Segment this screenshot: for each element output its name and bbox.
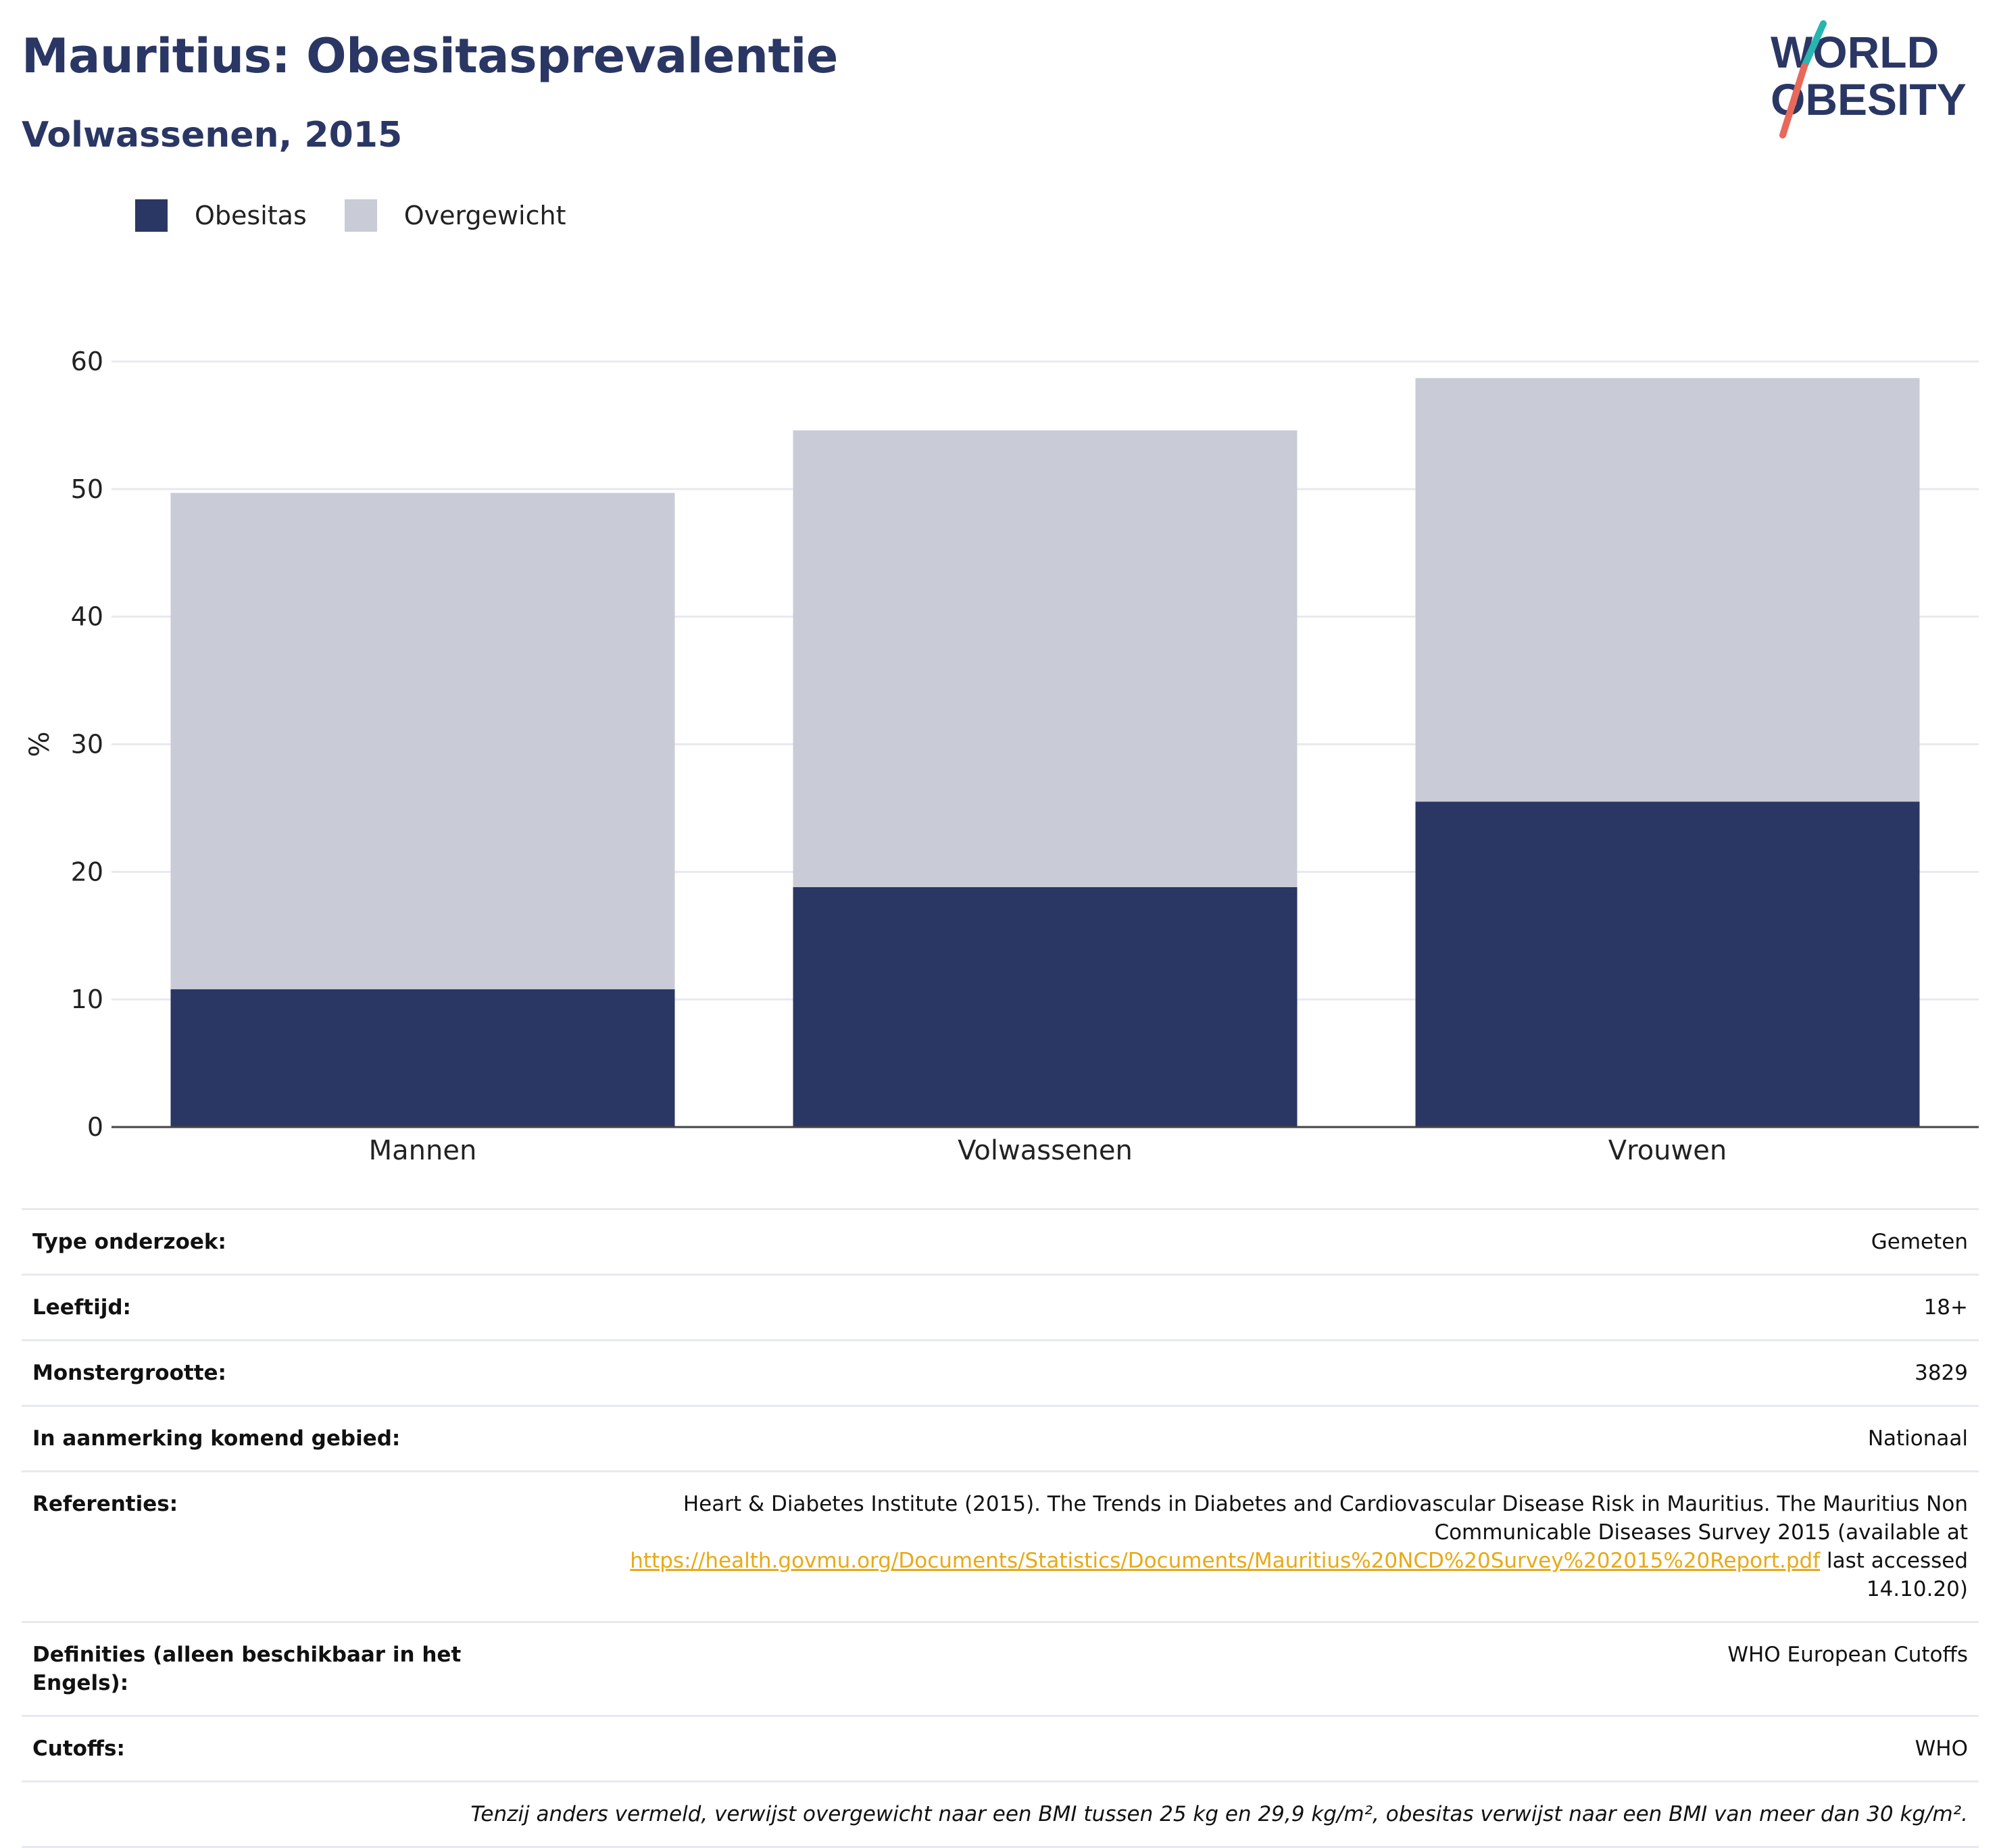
chart-subtitle: Volwassenen, 2015 <box>22 115 403 155</box>
meta-row-area: In aanmerking komend gebied: Nationaal <box>22 1405 1979 1470</box>
stacked-bar-chart: 0 10 20 30 40 50 60% Mannen Volwassenen Vrouwen <box>24 347 1979 1166</box>
meta-key: Type onderzoek: <box>32 1230 226 1254</box>
y-tick-label: 10 <box>71 984 103 1014</box>
legend-item-overweight: Overgewicht <box>344 199 566 232</box>
legend-swatch-obesity <box>135 199 168 232</box>
meta-value: WHO <box>1915 1737 1968 1761</box>
meta-value: 3829 <box>1915 1361 1968 1385</box>
bar-obesity-vrouwen <box>1415 801 1920 1127</box>
y-tick-label: 0 <box>87 1112 103 1142</box>
survey-info-table: Type onderzoek: Gemeten Leeftijd: 18+ Mo… <box>22 1208 1979 1848</box>
meta-value: 18+ <box>1923 1295 1968 1320</box>
legend-swatch-overweight <box>344 199 377 232</box>
bar-obesity-volwassenen <box>793 886 1298 1127</box>
meta-row-cutoffs: Cutoffs: WHO <box>22 1715 1979 1780</box>
y-tick-label: 50 <box>71 474 103 504</box>
legend-label-obesity: Obesitas <box>195 201 307 230</box>
meta-value-references: Heart & Diabetes Institute (2015). The T… <box>465 1490 1968 1603</box>
meta-value: Gemeten <box>1871 1230 1968 1254</box>
meta-value: Nationaal <box>1867 1426 1968 1451</box>
meta-key: Cutoffs: <box>32 1737 125 1761</box>
meta-row-note: Tenzij anders vermeld, verwijst overgewi… <box>22 1780 1979 1848</box>
meta-key: Monstergrootte: <box>32 1361 226 1385</box>
y-tick-label: 20 <box>71 857 103 886</box>
meta-key: Definities (alleen beschikbaar in het En… <box>32 1643 462 1695</box>
meta-key: Leeftijd: <box>32 1295 131 1320</box>
logo-line-1: WORLD <box>1771 27 1939 77</box>
x-tick-label: Mannen <box>369 1135 477 1166</box>
reference-link[interactable]: https://health.govmu.org/Documents/Stati… <box>630 1549 1821 1573</box>
meta-row-definitions: Definities (alleen beschikbaar in het En… <box>22 1621 1979 1715</box>
meta-key: Referenties: <box>32 1492 178 1516</box>
chart-legend: Obesitas Overgewicht <box>135 199 604 232</box>
reference-text-after: last accessed 14.10.20) <box>1827 1549 1968 1601</box>
logo-line-2: OBESITY <box>1771 74 1967 124</box>
bar-overweight-volwassenen <box>793 430 1298 887</box>
y-axis-label: % <box>24 731 55 757</box>
legend-label-overweight: Overgewicht <box>403 201 566 230</box>
chart-title: Mauritius: Obesitasprevalentie <box>22 28 838 84</box>
bar-overweight-mannen <box>170 493 675 990</box>
legend-item-obesity: Obesitas <box>135 199 307 232</box>
y-tick-label: 30 <box>71 730 103 759</box>
reference-text: Heart & Diabetes Institute (2015). The T… <box>683 1492 1968 1545</box>
x-tick-label: Vrouwen <box>1608 1135 1727 1166</box>
meta-key: In aanmerking komend gebied: <box>32 1426 401 1451</box>
meta-value: WHO European Cutoffs <box>1727 1643 1968 1667</box>
bmi-definition-note: Tenzij anders vermeld, verwijst overgewi… <box>470 1802 1968 1826</box>
bar-overweight-vrouwen <box>1415 378 1920 802</box>
meta-row-sample-size: Monstergrootte: 3829 <box>22 1339 1979 1405</box>
logo-slash-bottom <box>1779 63 1808 139</box>
meta-row-survey-type: Type onderzoek: Gemeten <box>22 1208 1979 1274</box>
y-tick-label: 60 <box>71 347 103 376</box>
logo-slash-top <box>1801 20 1827 70</box>
world-obesity-logo: WORLD OBESITY <box>1771 20 1967 139</box>
y-tick-label: 40 <box>71 602 103 632</box>
bar-obesity-mannen <box>170 989 675 1127</box>
meta-row-age: Leeftijd: 18+ <box>22 1274 1979 1339</box>
x-tick-label: Volwassenen <box>958 1135 1133 1166</box>
meta-row-references: Referenties: Heart & Diabetes Institute … <box>22 1470 1979 1621</box>
